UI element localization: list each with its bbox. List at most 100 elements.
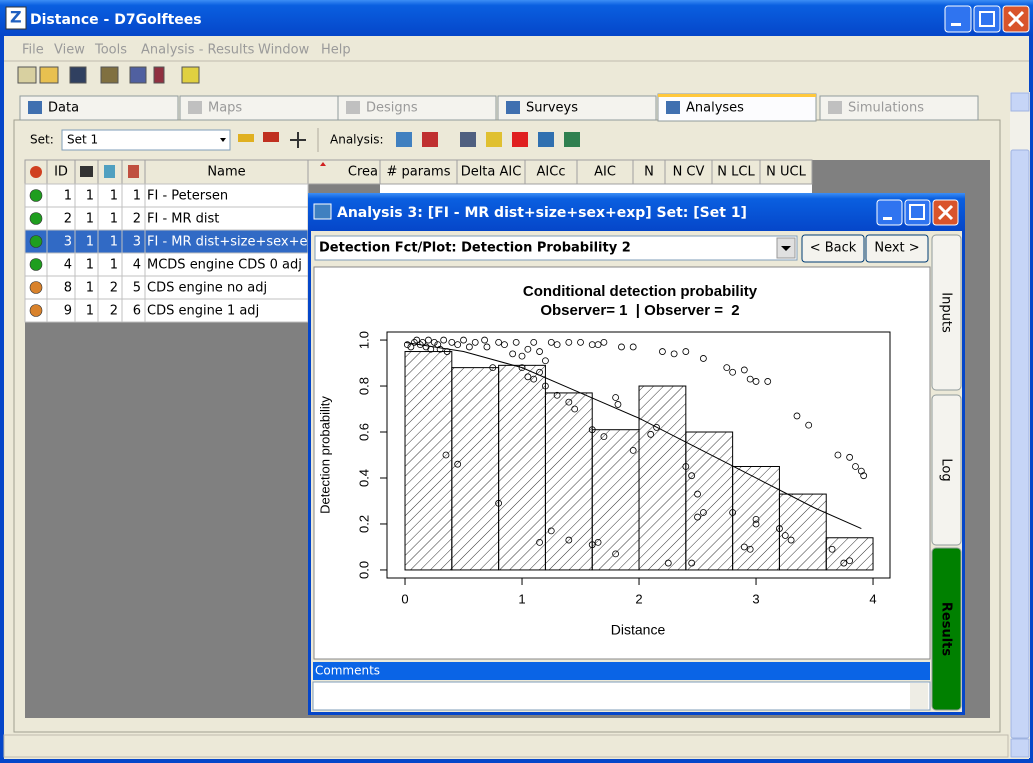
tab-label[interactable]: Surveys bbox=[526, 101, 578, 116]
plot-combo[interactable] bbox=[314, 235, 798, 261]
point bbox=[659, 348, 666, 355]
column-header[interactable]: N CV bbox=[673, 165, 705, 180]
tool-icon[interactable] bbox=[39, 66, 59, 84]
column-header[interactable]: AIC bbox=[594, 165, 616, 180]
child-icon bbox=[313, 203, 332, 220]
point bbox=[840, 559, 848, 567]
child-minimize[interactable] bbox=[876, 199, 903, 226]
tab[interactable] bbox=[19, 95, 179, 121]
header-icon bbox=[128, 165, 139, 178]
tab-label[interactable]: Maps bbox=[208, 101, 242, 116]
point bbox=[407, 343, 415, 351]
menu-item[interactable]: Help bbox=[321, 43, 351, 58]
cell: 1 bbox=[86, 212, 94, 227]
column-header[interactable]: N bbox=[644, 165, 654, 180]
cell: 1 bbox=[64, 189, 72, 204]
next-label: Next > bbox=[874, 241, 919, 256]
cell: 2 bbox=[64, 212, 72, 227]
analysis-tool[interactable] bbox=[512, 132, 528, 147]
scroll-up[interactable] bbox=[1010, 92, 1030, 112]
column-header[interactable]: Crea bbox=[348, 165, 378, 180]
x-tick-label: 0 bbox=[401, 591, 408, 606]
column-header[interactable]: AICc bbox=[537, 165, 566, 180]
side-tab-label[interactable]: Log bbox=[939, 458, 954, 481]
tab-label[interactable]: Designs bbox=[366, 101, 418, 116]
tool-icon[interactable] bbox=[153, 66, 165, 84]
tab[interactable] bbox=[657, 93, 817, 122]
analysis-tool[interactable] bbox=[486, 132, 502, 147]
point bbox=[612, 550, 620, 558]
tab-label[interactable]: Simulations bbox=[848, 101, 924, 116]
analysis-tool[interactable] bbox=[422, 132, 438, 147]
analysis-tool[interactable] bbox=[460, 132, 476, 147]
set-tool[interactable] bbox=[263, 132, 279, 142]
next-button[interactable] bbox=[865, 234, 929, 263]
point bbox=[746, 375, 754, 383]
point bbox=[440, 336, 448, 344]
tool-icon[interactable] bbox=[181, 66, 200, 84]
cell: 5 bbox=[133, 281, 141, 296]
cell-name: FI - MR dist bbox=[147, 212, 219, 227]
bar bbox=[498, 364, 546, 571]
point bbox=[614, 401, 622, 408]
tool-icon[interactable] bbox=[129, 66, 147, 84]
cell: 9 bbox=[64, 304, 72, 319]
back-button[interactable] bbox=[801, 234, 865, 263]
menu-item[interactable]: View bbox=[54, 43, 85, 58]
tab-label[interactable]: Data bbox=[48, 101, 79, 116]
point bbox=[600, 338, 608, 346]
point bbox=[565, 338, 573, 346]
side-tab[interactable] bbox=[931, 547, 962, 711]
column-header[interactable]: Delta AIC bbox=[461, 165, 522, 180]
toolbar bbox=[17, 66, 200, 84]
side-tab[interactable] bbox=[931, 394, 962, 546]
analysis-tool[interactable] bbox=[396, 132, 412, 147]
tab-strip: Data Maps Designs Surveys Analyses Simulation… bbox=[19, 93, 979, 122]
cell-name: MCDS engine CDS 0 adj bbox=[147, 258, 302, 273]
point bbox=[454, 460, 462, 468]
set-tool[interactable] bbox=[290, 132, 306, 148]
side-tab-label[interactable]: Inputs bbox=[939, 292, 954, 333]
column-header[interactable]: # params bbox=[387, 165, 451, 180]
x-tick-label: 1 bbox=[518, 591, 525, 606]
tab-label[interactable]: Analyses bbox=[686, 101, 744, 116]
bar bbox=[732, 465, 780, 571]
tool-icon[interactable] bbox=[17, 66, 37, 84]
child-maximize[interactable] bbox=[904, 199, 931, 226]
menu-item[interactable]: Window bbox=[258, 43, 310, 58]
comments-scroll[interactable] bbox=[910, 683, 928, 709]
set-tool[interactable] bbox=[238, 134, 254, 142]
column-header[interactable]: Name bbox=[207, 165, 245, 180]
close-glyph bbox=[937, 204, 954, 221]
side-tab[interactable] bbox=[931, 234, 962, 391]
back-label: < Back bbox=[810, 241, 857, 256]
analysis-tool[interactable] bbox=[564, 132, 580, 147]
column-header[interactable]: N LCL bbox=[717, 165, 755, 180]
header-icon bbox=[30, 166, 42, 178]
app-icon-glyph: Z bbox=[10, 8, 22, 27]
tool-icon[interactable] bbox=[69, 66, 87, 84]
menu-item[interactable]: File bbox=[22, 43, 44, 58]
tab[interactable] bbox=[497, 95, 657, 121]
fitted-line bbox=[404, 341, 862, 530]
analysis-tool[interactable] bbox=[538, 132, 554, 147]
tab[interactable] bbox=[337, 95, 497, 121]
menu-item[interactable]: Analysis - Results bbox=[141, 43, 255, 58]
tab[interactable] bbox=[819, 95, 979, 121]
point bbox=[489, 364, 497, 372]
tab[interactable] bbox=[179, 95, 339, 121]
maximize-button[interactable] bbox=[973, 5, 1001, 33]
point bbox=[787, 536, 795, 544]
tool-icon[interactable] bbox=[100, 66, 119, 84]
scroll-thumb[interactable] bbox=[1010, 149, 1030, 739]
column-header[interactable]: ID bbox=[54, 165, 68, 180]
point bbox=[483, 343, 491, 351]
minimize-button[interactable] bbox=[944, 5, 972, 33]
comments-box[interactable] bbox=[312, 681, 931, 711]
set-combo[interactable] bbox=[61, 129, 231, 151]
column-header[interactable]: N UCL bbox=[766, 165, 806, 180]
side-tab-label[interactable]: Results bbox=[939, 602, 954, 656]
scroll-down[interactable] bbox=[1010, 738, 1030, 758]
menu-item[interactable]: Tools bbox=[94, 43, 127, 58]
point bbox=[547, 338, 555, 346]
